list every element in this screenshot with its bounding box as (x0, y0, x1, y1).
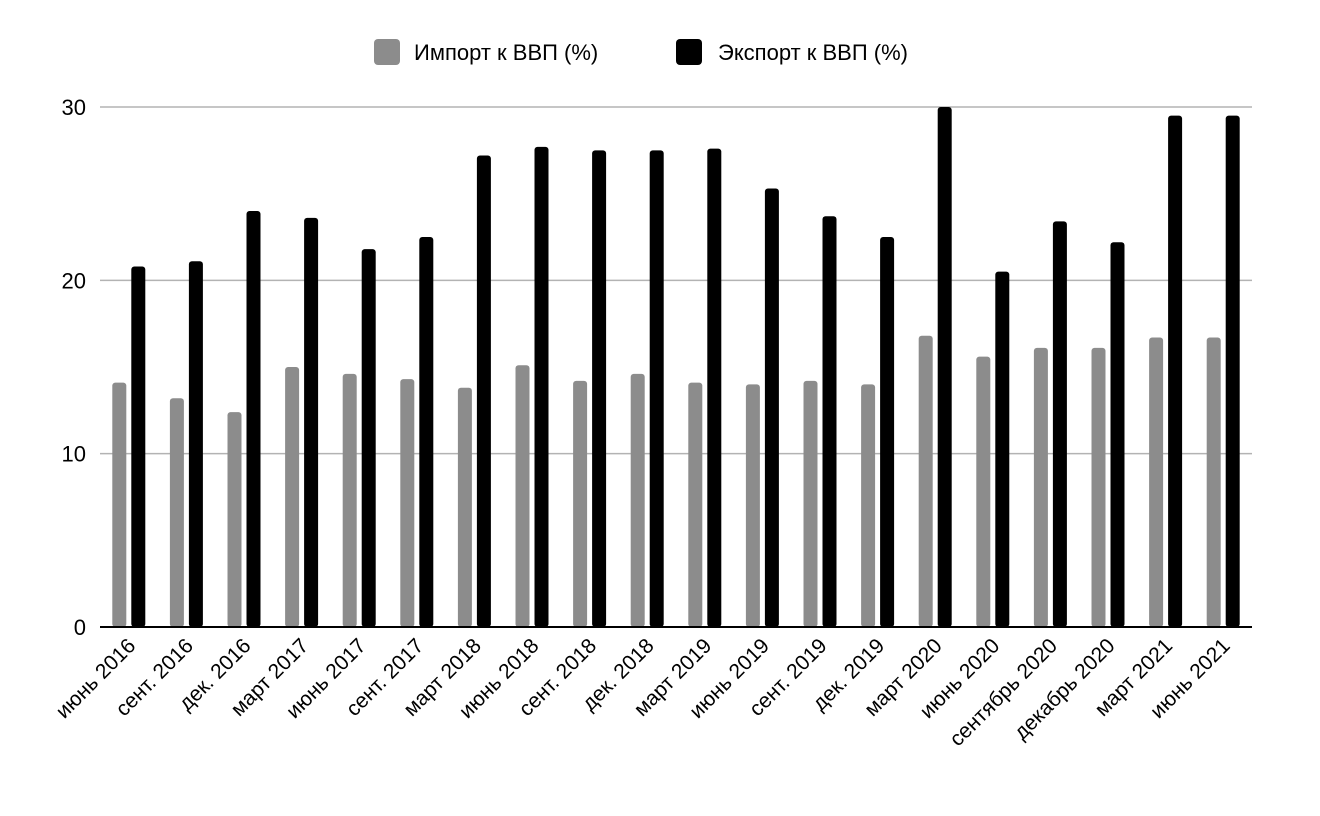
export-bar (476, 155, 491, 628)
export-bar (1225, 115, 1240, 628)
import-bar (400, 379, 415, 627)
export-bar (534, 146, 549, 627)
y-tick-label: 10 (62, 442, 86, 467)
import-bar (112, 382, 127, 627)
gridlines (100, 106, 1252, 455)
import-bar (573, 380, 588, 627)
export-bar (361, 249, 376, 627)
export-bar (880, 237, 895, 627)
import-bar (630, 373, 645, 627)
y-tick-label: 0 (74, 615, 86, 640)
export-bar (1052, 221, 1067, 627)
export-bar (707, 148, 722, 627)
import-bar (515, 365, 530, 627)
legend-label-export: Экспорт к ВВП (%) (718, 40, 908, 65)
legend: Импорт к ВВП (%) Экспорт к ВВП (%) (374, 39, 908, 65)
import-bar (342, 373, 357, 627)
import-bar (976, 356, 991, 627)
export-bar (188, 261, 203, 627)
import-bar (1091, 347, 1106, 627)
export-bar (649, 150, 664, 628)
import-bar (1206, 337, 1221, 627)
import-bar (861, 384, 876, 627)
import-bar (688, 382, 703, 627)
legend-swatch-export (676, 39, 702, 65)
import-bar (1149, 337, 1164, 627)
export-bar (131, 266, 146, 627)
bars (112, 107, 1240, 628)
legend-swatch-import (374, 39, 400, 65)
export-bar (937, 107, 952, 627)
export-bar (592, 150, 607, 628)
export-bar (1110, 242, 1125, 627)
y-tick-label: 20 (62, 268, 86, 293)
export-bar (246, 211, 261, 627)
import-bar (803, 380, 818, 627)
export-bar (419, 237, 434, 627)
import-bar (745, 384, 760, 627)
import-bar (285, 367, 300, 627)
import-bar (918, 335, 933, 627)
export-bar (1168, 115, 1183, 628)
y-tick-label: 30 (62, 95, 86, 120)
import-bar (227, 412, 242, 627)
export-bar (764, 188, 779, 627)
legend-label-import: Импорт к ВВП (%) (414, 40, 598, 65)
export-bar (995, 271, 1010, 627)
x-category-label: декабрь 2020 (1010, 634, 1120, 744)
export-bar (822, 216, 837, 627)
import-bar (169, 398, 184, 627)
export-bar (304, 217, 319, 627)
import-bar (457, 387, 472, 627)
import-bar (1033, 347, 1048, 627)
